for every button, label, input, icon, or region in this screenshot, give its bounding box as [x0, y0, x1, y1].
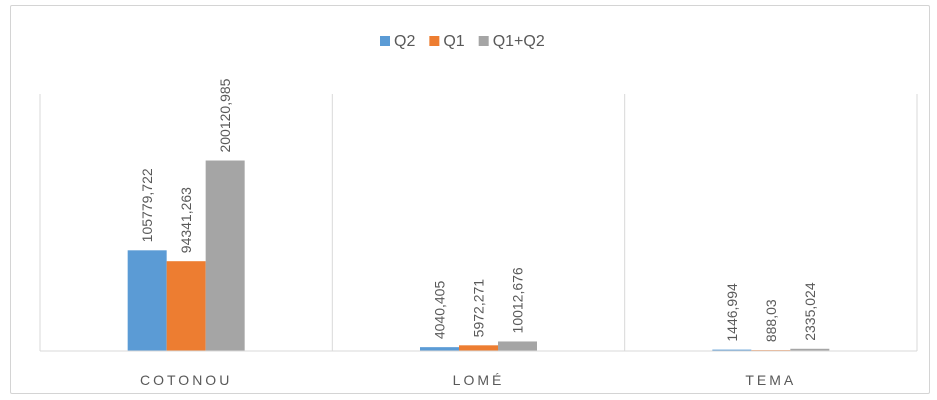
x-tick-label: TEMA: [745, 372, 796, 388]
data-label: 4040,405: [432, 281, 448, 340]
x-tick-label: COTONOU: [140, 372, 232, 388]
data-label: 888,03: [763, 299, 779, 342]
legend-label: Q2: [394, 33, 415, 50]
bar-q1-cotonou: [166, 261, 206, 351]
data-label: 2335,024: [802, 282, 818, 341]
legend-label: Q1+Q2: [493, 33, 545, 50]
bar-q1-plus-q2-tema: [790, 348, 830, 351]
category-separators: [39, 94, 918, 351]
bar-q2-cotonou: [127, 250, 167, 351]
bar-q2-tema: [712, 349, 752, 351]
bar-q1-plus-q2-lomé: [498, 341, 537, 351]
bar-q2-lomé: [420, 347, 459, 351]
legend: Q2 Q1 Q1+Q2: [380, 33, 545, 50]
data-label: 1446,994: [724, 283, 740, 342]
data-label: 200120,985: [217, 78, 233, 152]
legend-swatch: [429, 36, 440, 46]
legend-swatch: [478, 36, 489, 46]
legend-label: Q1: [443, 33, 464, 50]
bars: [127, 160, 830, 351]
x-tick-label: LOMÉ: [453, 372, 505, 388]
data-label: 10012,676: [510, 267, 526, 333]
x-axis-ticks: COTONOU LOMÉ TEMA: [140, 372, 796, 388]
legend-swatch: [380, 36, 390, 46]
bar-q1-plus-q2-cotonou: [205, 160, 245, 351]
data-label: 5972,271: [471, 279, 487, 338]
data-label: 105779,722: [139, 168, 155, 242]
data-label: 94341,263: [178, 187, 194, 253]
data-labels: 105779,722 94341,263 200120,985 4040,405 597…: [139, 78, 818, 342]
bar-q1-lomé: [459, 345, 498, 351]
